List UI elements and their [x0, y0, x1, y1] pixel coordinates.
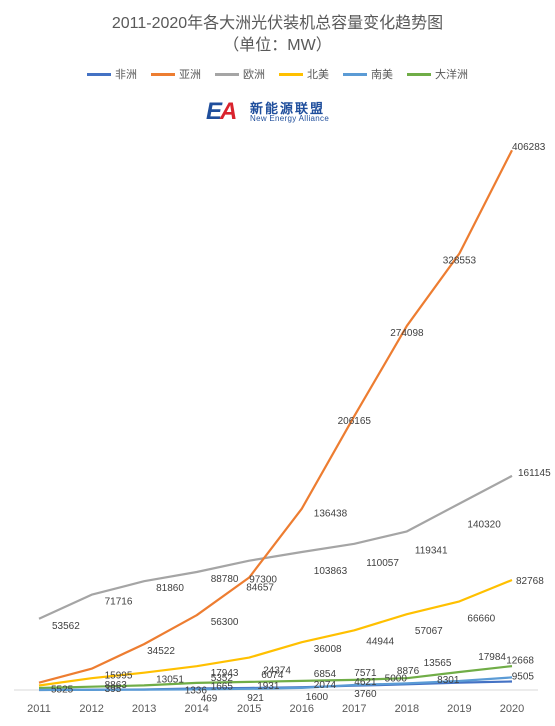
data-label-4: 136438: [314, 509, 348, 520]
x-tick-label-7: 2018: [395, 703, 419, 715]
data-label-37: 9505: [512, 671, 535, 682]
x-tick-label-3: 2014: [184, 703, 208, 715]
data-label-30: 13565: [424, 658, 452, 669]
data-label-15: 97300: [249, 575, 277, 586]
data-label-7: 34522: [147, 646, 175, 657]
data-label-21: 66660: [467, 613, 495, 624]
logo-name-cn: 新能源联盟: [250, 101, 326, 116]
data-label-26: 17943: [211, 668, 239, 679]
data-label-23: 44944: [366, 636, 394, 647]
data-label-11: 140320: [467, 520, 501, 531]
legend-label: 南美: [371, 69, 393, 81]
data-label-6: 56300: [211, 617, 239, 628]
data-labels: 406283 328553 274098 206165 136438 84657 56300…: [51, 142, 551, 704]
legend-label: 亚洲: [179, 69, 201, 81]
chart-legend: 非洲 亚洲 欧洲 北美 南美 大洋洲: [0, 66, 555, 82]
data-label-42: 2074: [314, 680, 337, 691]
chart-subtitle: （单位：MW）: [223, 37, 332, 54]
legend-swatch: [87, 72, 111, 76]
data-label-2: 274098: [390, 328, 424, 339]
data-label-17: 81860: [156, 583, 184, 594]
x-tick-label-9: 2020: [500, 703, 524, 715]
series-line-5: [38, 665, 513, 690]
legend-swatch: [215, 72, 239, 76]
data-label-46: 1665: [211, 681, 234, 692]
data-label-9: 5525: [51, 685, 74, 696]
data-label-10: 161145: [518, 468, 551, 479]
legend-item-3: 北美: [279, 66, 329, 82]
legend-label: 欧洲: [243, 69, 265, 81]
chart-title: 2011-2020年各大洲光伏装机总容量变化趋势图: [111, 15, 444, 32]
series-line-4: [39, 676, 513, 692]
logo-mark-a: A: [220, 98, 237, 125]
data-label-24: 36008: [314, 644, 342, 655]
data-label-22: 57067: [415, 626, 443, 637]
legend-label: 大洋洲: [435, 69, 468, 81]
x-tick-label-6: 2017: [342, 703, 366, 715]
data-label-14: 103863: [314, 566, 348, 577]
x-tick-label-2: 2013: [132, 703, 156, 715]
logo-name-en: New Energy Alliance: [250, 114, 330, 123]
data-label-16: 88780: [211, 574, 239, 585]
data-label-40: 4621: [354, 677, 377, 688]
data-label-43: 1600: [306, 692, 329, 703]
data-label-33: 6854: [314, 669, 337, 680]
legend-item-0: 非洲: [87, 66, 137, 82]
data-label-45: 921: [247, 693, 264, 704]
data-label-41: 3760: [354, 689, 377, 700]
data-label-5: 84657: [246, 583, 274, 594]
data-label-28: 8863: [105, 680, 128, 691]
logo-mark-e: E: [206, 98, 222, 125]
data-label-25: 24374: [263, 666, 291, 677]
series-lines: [38, 149, 513, 692]
legend-swatch: [343, 72, 367, 76]
data-label-12: 119341: [415, 545, 448, 556]
data-label-32: 7571: [354, 668, 377, 679]
legend-item-4: 南美: [343, 66, 393, 82]
data-label-19: 53562: [52, 621, 80, 632]
new-energy-alliance-logo: EA 新能源联盟 New Energy Alliance: [206, 98, 346, 128]
legend-swatch: [279, 72, 303, 76]
legend-item-5: 大洋洲: [407, 66, 468, 82]
data-label-31: 8876: [397, 666, 420, 677]
data-label-0: 406283: [512, 142, 546, 153]
data-label-39: 5000: [385, 673, 408, 684]
x-tick-label-4: 2015: [237, 703, 261, 715]
x-tick-labels: 2011 2012 2013 2014 2015 2016 2017 2018 2019 2020: [27, 703, 524, 715]
legend-item-1: 亚洲: [151, 66, 201, 82]
data-label-20: 82768: [516, 576, 544, 587]
data-label-8: 15995: [105, 671, 133, 682]
data-label-27: 13051: [156, 675, 184, 686]
legend-swatch: [151, 72, 175, 76]
data-label-13: 110057: [366, 558, 399, 569]
data-label-38: 8301: [437, 675, 460, 686]
data-label-1: 328553: [443, 256, 477, 267]
logo-mark: EA: [206, 98, 237, 126]
x-tick-label-1: 2012: [79, 703, 103, 715]
data-label-35: 5352: [211, 673, 234, 684]
x-tick-label-5: 2016: [290, 703, 314, 715]
data-label-18: 71716: [105, 597, 133, 608]
legend-swatch: [407, 72, 431, 76]
data-label-47: 469: [201, 693, 218, 704]
data-label-3: 206165: [338, 416, 372, 427]
series-line-1: [38, 149, 513, 684]
data-label-29: 17984: [478, 652, 506, 663]
legend-label: 非洲: [115, 69, 137, 81]
data-label-36: 12668: [506, 655, 534, 666]
data-label-34: 6074: [261, 670, 284, 681]
data-label-48: 1336: [185, 685, 208, 696]
legend-item-2: 欧洲: [215, 66, 265, 82]
legend-label: 北美: [307, 69, 329, 81]
x-tick-label-0: 2011: [27, 703, 51, 715]
series-line-3: [38, 578, 513, 687]
x-tick-label-8: 2019: [447, 703, 471, 715]
series-line-2: [38, 474, 513, 620]
data-label-49: 395: [105, 684, 122, 695]
data-label-44: 1931: [257, 681, 280, 692]
